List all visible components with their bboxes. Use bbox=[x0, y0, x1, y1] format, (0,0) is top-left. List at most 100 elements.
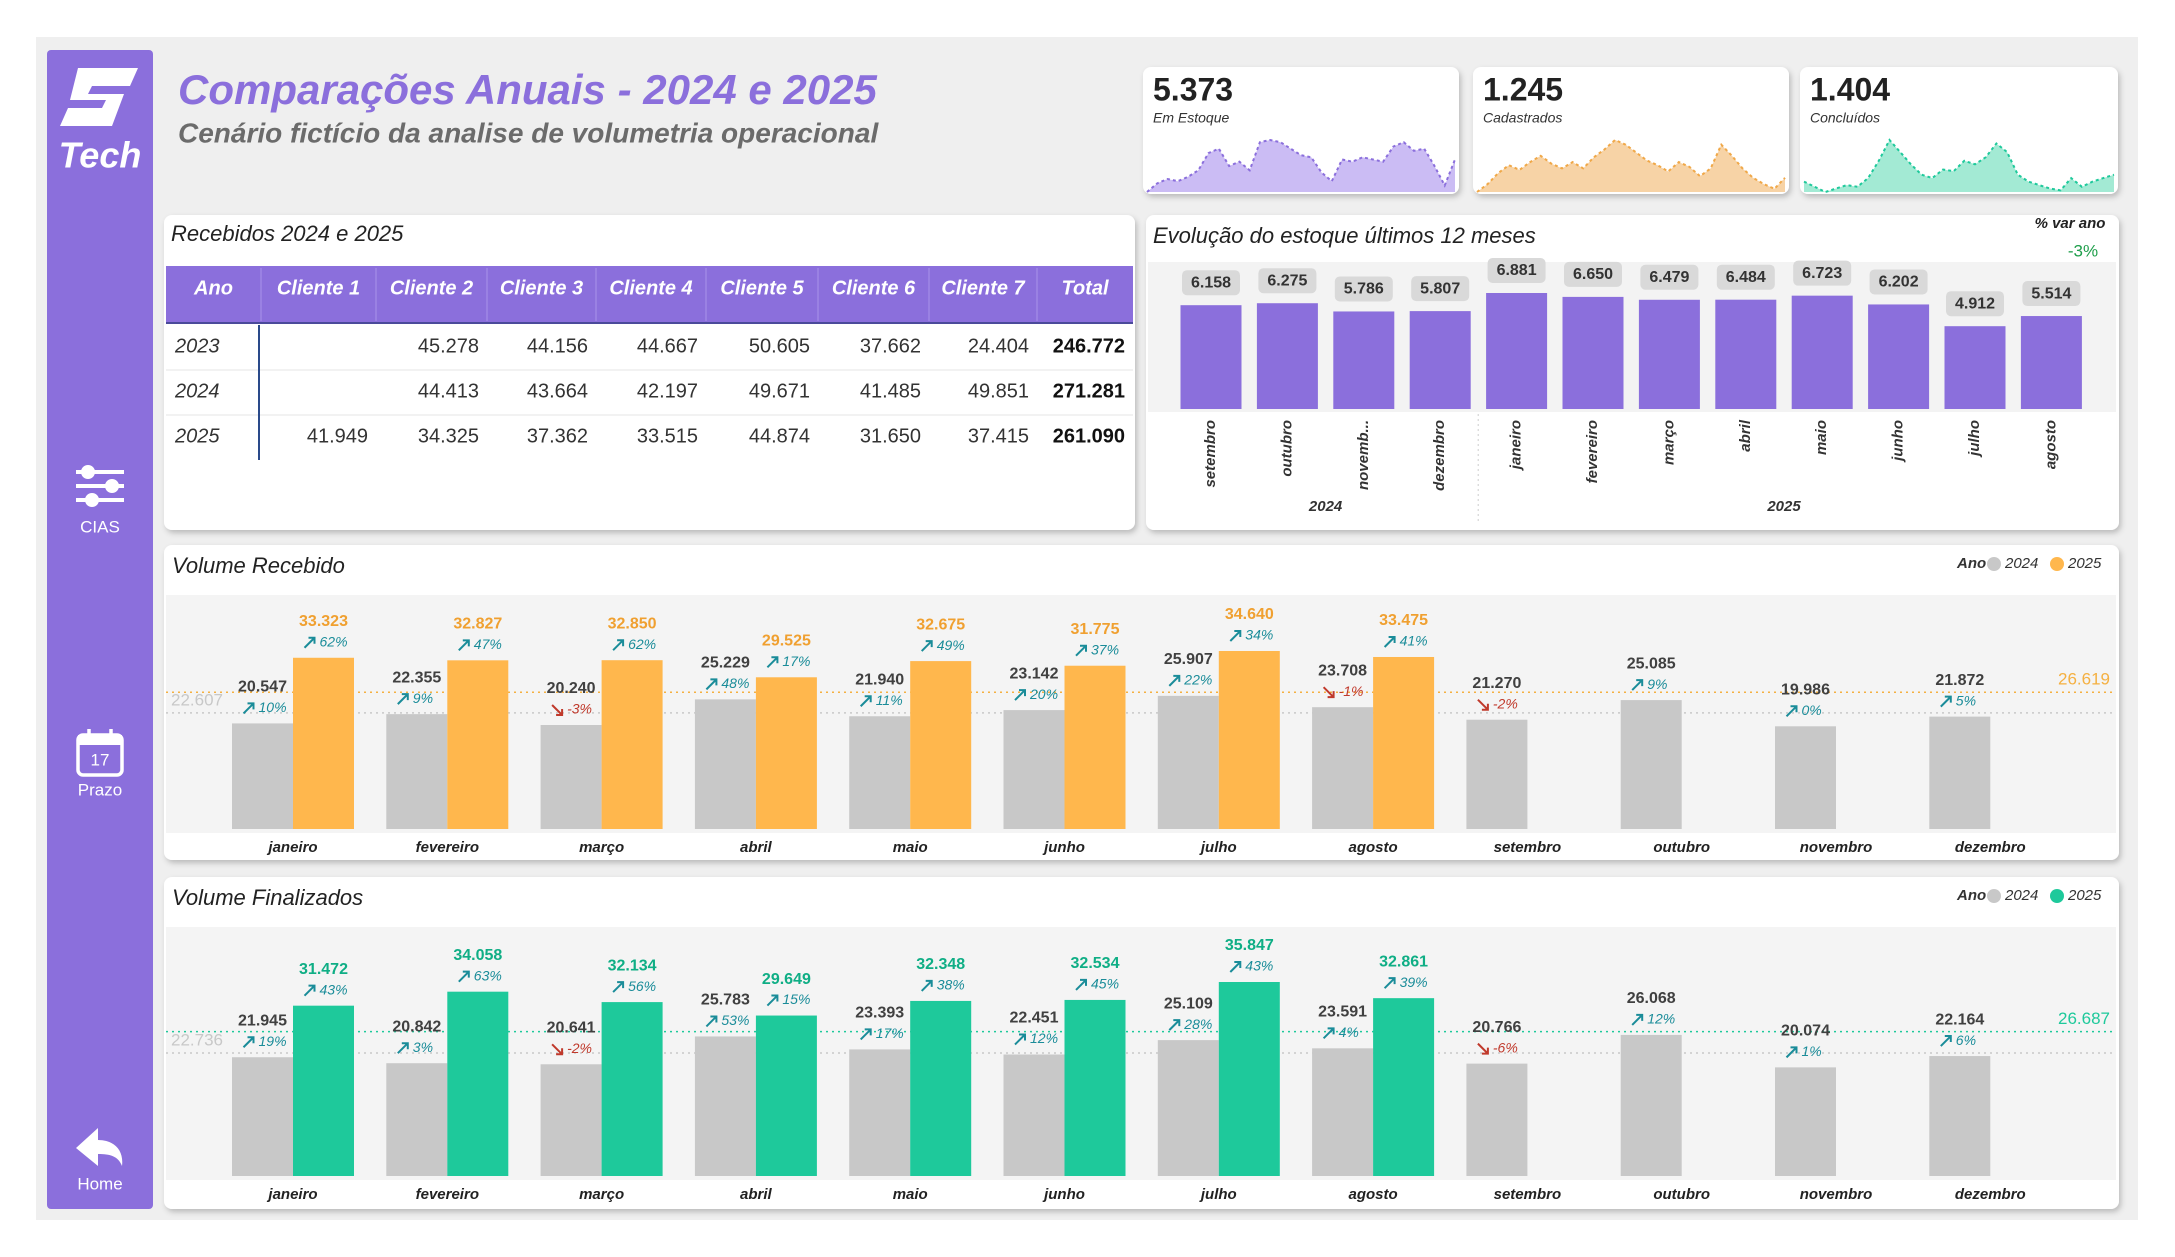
kpi-label: Em Estoque bbox=[1153, 110, 1229, 126]
table-cell: 2024 bbox=[174, 380, 220, 402]
bar bbox=[694, 699, 756, 829]
bar bbox=[1929, 716, 1991, 829]
x-tick-label: abril bbox=[740, 1186, 773, 1203]
reference-label: 22.736 bbox=[171, 1030, 223, 1049]
value-label: 21.940 bbox=[855, 671, 904, 688]
x-tick-label: janeiro bbox=[1508, 420, 1525, 471]
nav-home[interactable]: Home bbox=[76, 1128, 123, 1193]
label-box bbox=[1411, 276, 1470, 302]
bar bbox=[1373, 998, 1435, 1176]
change-arrow bbox=[612, 639, 625, 651]
change-arrow bbox=[1940, 695, 1952, 708]
bar bbox=[1620, 1034, 1682, 1176]
table-cell: 31.650 bbox=[860, 425, 921, 447]
value-label: 35.847 bbox=[1225, 937, 1274, 954]
table-cell: 42.197 bbox=[637, 380, 698, 402]
x-tick-label: abril bbox=[740, 839, 773, 856]
label-box bbox=[1564, 261, 1622, 287]
bar bbox=[1868, 304, 1930, 409]
value-label: 20.240 bbox=[547, 680, 596, 697]
reference-label: 26.619 bbox=[2058, 670, 2110, 689]
value-label: 23.393 bbox=[855, 1005, 904, 1022]
legend-swatch bbox=[2050, 889, 2064, 903]
x-tick-label: maio bbox=[893, 839, 928, 856]
bar bbox=[540, 724, 602, 829]
bar bbox=[601, 660, 663, 829]
change-label: 22% bbox=[1183, 672, 1212, 688]
calendar-top bbox=[78, 735, 122, 745]
value-label: 20.074 bbox=[1781, 1023, 1830, 1040]
legend-title: Ano bbox=[1956, 887, 1986, 904]
legend-label: 2024 bbox=[2004, 555, 2038, 572]
table-cell: 33.515 bbox=[637, 425, 698, 447]
nav-prazo[interactable]: 17 Prazo bbox=[76, 729, 124, 799]
x-tick-label: setembro bbox=[1202, 420, 1219, 488]
logo-text: Tech bbox=[59, 135, 142, 176]
change-arrow bbox=[397, 693, 409, 705]
column-header: Cliente 2 bbox=[390, 277, 473, 299]
group-label: 2024 bbox=[1308, 498, 1343, 515]
bar bbox=[1775, 726, 1836, 829]
table-cell: 246.772 bbox=[1053, 335, 1125, 357]
bar bbox=[1715, 299, 1777, 409]
table-cell: 37.415 bbox=[968, 425, 1029, 447]
kpi-value: 5.373 bbox=[1153, 71, 1233, 107]
change-label: 37% bbox=[1091, 641, 1119, 657]
change-arrow bbox=[859, 1028, 872, 1041]
bar bbox=[386, 714, 448, 829]
label-box bbox=[1716, 264, 1775, 290]
nav-cias[interactable]: CIAS bbox=[76, 465, 124, 536]
x-tick-label: julho bbox=[1199, 1186, 1237, 1203]
change-arrow bbox=[242, 1036, 255, 1048]
bar bbox=[1312, 1048, 1374, 1176]
value-label: 32.675 bbox=[916, 616, 965, 633]
change-label: 17% bbox=[782, 653, 810, 669]
value-label: 25.229 bbox=[701, 655, 750, 672]
home-icon bbox=[76, 1128, 123, 1166]
value-label: 32.534 bbox=[1071, 955, 1120, 972]
value-label: 22.451 bbox=[1010, 1010, 1059, 1027]
legend-label: 2024 bbox=[2004, 887, 2038, 904]
table-cell: 41.949 bbox=[307, 425, 368, 447]
change-label: 15% bbox=[782, 991, 810, 1007]
table-cell: 44.874 bbox=[749, 425, 810, 447]
value-label: 34.058 bbox=[453, 947, 502, 964]
change-arrow bbox=[242, 702, 255, 715]
bar bbox=[755, 1015, 817, 1176]
column-header: Cliente 4 bbox=[609, 277, 692, 299]
change-label: 49% bbox=[937, 637, 965, 653]
value-label: 31.775 bbox=[1071, 621, 1120, 638]
bar bbox=[1003, 1054, 1065, 1176]
label-box bbox=[1869, 269, 1928, 295]
table-cell: 261.090 bbox=[1053, 425, 1125, 447]
change-arrow bbox=[458, 970, 470, 983]
bar bbox=[293, 1005, 354, 1176]
x-tick-label: agosto bbox=[1349, 1186, 1398, 1203]
x-tick-label: setembro bbox=[1494, 1186, 1562, 1203]
value-label: 5.514 bbox=[2031, 285, 2071, 302]
table-cell: 41.485 bbox=[860, 380, 921, 402]
change-label: 0% bbox=[1802, 702, 1822, 718]
reference-label: 26.687 bbox=[2058, 1009, 2110, 1028]
change-arrow bbox=[1229, 630, 1242, 642]
label-box bbox=[2022, 281, 2081, 307]
value-label: 22.164 bbox=[1935, 1011, 1984, 1028]
change-label: -2% bbox=[1493, 695, 1518, 711]
label-box bbox=[1487, 258, 1546, 283]
nav-label: Home bbox=[77, 1174, 122, 1193]
value-label: 25.783 bbox=[701, 992, 750, 1009]
value-label: 23.708 bbox=[1318, 662, 1367, 679]
change-label: -2% bbox=[567, 1040, 592, 1056]
x-tick-label: fevereiro bbox=[1584, 420, 1601, 483]
change-arrow bbox=[612, 981, 625, 993]
bar bbox=[1218, 651, 1280, 829]
change-label: 62% bbox=[628, 636, 656, 652]
table-cell: 2023 bbox=[174, 335, 220, 357]
value-label: 20.641 bbox=[547, 1020, 596, 1037]
change-arrow bbox=[705, 1015, 718, 1028]
change-label: 20% bbox=[1029, 686, 1058, 702]
value-label: 6.479 bbox=[1649, 269, 1689, 286]
bar bbox=[1218, 982, 1280, 1176]
x-tick-label: fevereiro bbox=[416, 839, 479, 856]
change-label: 39% bbox=[1400, 974, 1428, 990]
